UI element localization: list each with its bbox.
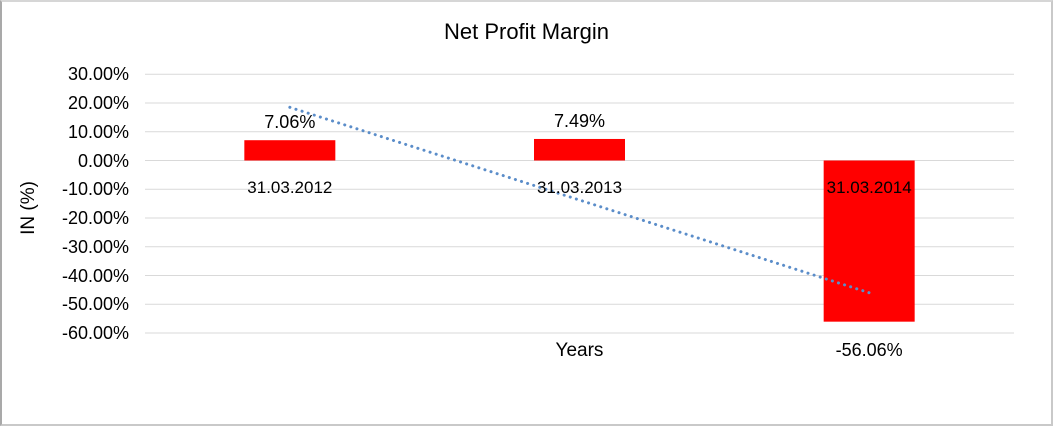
y-tick-label: -20.00% xyxy=(61,208,129,228)
bar-31.03.2012 xyxy=(244,140,336,161)
y-tick-label: -60.00% xyxy=(61,323,129,343)
y-tick-label: -50.00% xyxy=(61,294,129,315)
x-axis-title: Years xyxy=(555,340,604,361)
x-category-label: 31.03.2013 xyxy=(536,178,623,197)
bar-31.03.2014 xyxy=(823,160,915,322)
y-tick-label: -30.00% xyxy=(61,236,129,257)
y-axis-title: IN (%) xyxy=(18,181,39,235)
data-label: 7.49% xyxy=(553,110,606,131)
y-tick-label: 30.00% xyxy=(67,64,129,85)
data-label: 7.06% xyxy=(264,112,316,133)
data-label: -56.06% xyxy=(835,339,903,360)
trendline xyxy=(288,105,871,295)
x-category-label: 31.03.2014 xyxy=(826,178,912,197)
y-tick-label: 20.00% xyxy=(67,93,129,113)
y-tick-label: -40.00% xyxy=(61,265,129,286)
bar-31.03.2013 xyxy=(534,138,625,161)
chart-title: Net Profit Margin xyxy=(443,19,610,44)
y-tick-label: -10.00% xyxy=(61,179,129,200)
y-tick-label: 0.00% xyxy=(77,150,129,171)
x-category-label: 31.03.2012 xyxy=(247,178,333,197)
y-tick-label: 10.00% xyxy=(67,121,129,142)
